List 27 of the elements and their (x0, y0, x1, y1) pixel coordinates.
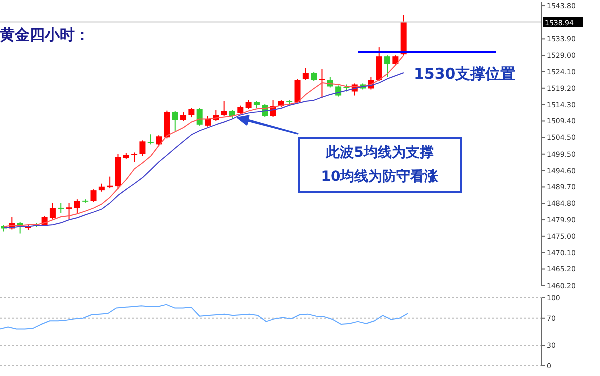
candlestick (188, 108, 195, 118)
candlestick (148, 134, 154, 146)
candlestick (50, 202, 56, 220)
candlestick (319, 68, 326, 99)
candlestick (376, 47, 382, 82)
candlestick (140, 140, 146, 157)
candlestick (302, 68, 309, 81)
candlestick (66, 202, 72, 220)
candlestick (246, 100, 252, 110)
candlestick (384, 55, 391, 78)
candlestick (90, 189, 97, 203)
candlestick (205, 116, 211, 128)
candlestick (392, 55, 399, 66)
candlestick (196, 108, 203, 126)
annotation: 10均线为防守看涨 (321, 168, 439, 187)
candlestick (156, 135, 162, 146)
candlestick (132, 152, 138, 163)
line-series (0, 304, 408, 330)
ref-line-label: 1530支撑位置 (414, 65, 516, 84)
candlestick (229, 110, 236, 120)
text: 黄金四小时： (0, 26, 90, 45)
candlestick (221, 100, 228, 117)
annotation: 此波5均线为支撑 (326, 144, 434, 163)
candlestick (172, 110, 178, 132)
candlestick (107, 176, 114, 190)
candlestick (58, 202, 64, 214)
candlestick (74, 199, 80, 214)
